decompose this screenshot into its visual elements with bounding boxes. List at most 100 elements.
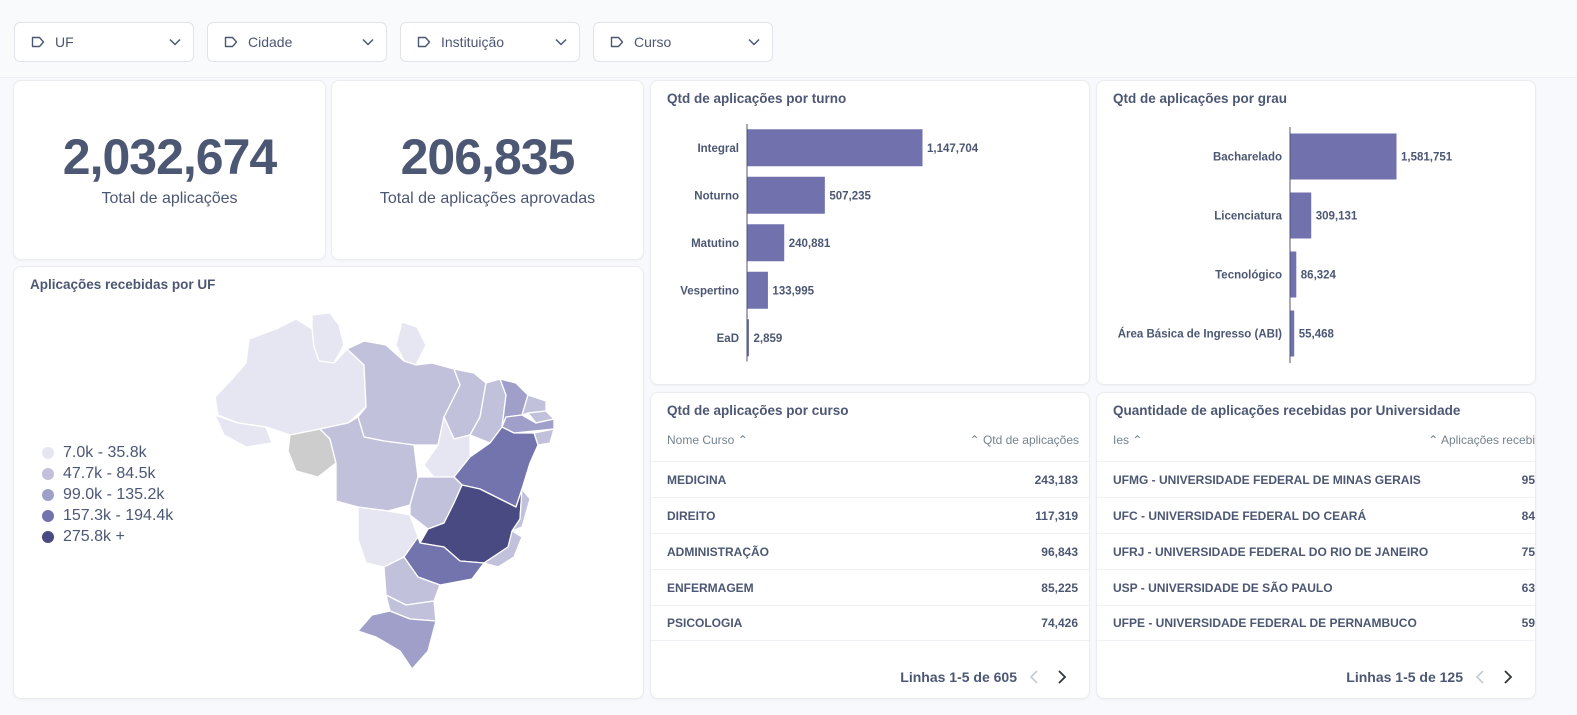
chevron-right-icon (1504, 670, 1513, 684)
category-label: Licenciatura (1214, 211, 1282, 223)
value-label: 2,859 (754, 333, 783, 345)
prev-page-button[interactable] (1023, 666, 1045, 688)
category-label: Bacharelado (1213, 152, 1282, 164)
value-label: 86,324 (1301, 270, 1337, 282)
turno-bar-chart: Integral 1,147,704 Noturno 507,235 Matutino 2… (680, 124, 979, 362)
table-row[interactable]: DIREITO 117,319 (651, 497, 1089, 533)
sort-up-icon: ⌃ (969, 433, 980, 447)
pagination: Linhas 1-5 de 125 (1346, 666, 1519, 688)
value-label: 133,995 (772, 285, 814, 297)
legend-item: 7.0k - 35.8k (42, 442, 173, 463)
filter-instituicao[interactable]: Instituição (400, 22, 580, 62)
chevron-down-icon (169, 38, 181, 46)
column-header-aplicacoes[interactable]: ⌃ Aplicações recebi (1428, 433, 1535, 447)
bar[interactable] (1290, 192, 1312, 239)
state-rs (357, 610, 437, 670)
legend-swatch (42, 509, 54, 522)
university-table-card: Quantidade de aplicações recebidas por U… (1096, 392, 1536, 699)
table-row[interactable]: ENFERMAGEM 85,225 (651, 569, 1089, 605)
value-label: 507,235 (829, 190, 871, 202)
column-header-nome-curso[interactable]: Nome Curso ⌃ (667, 433, 748, 447)
legend-swatch (42, 530, 54, 543)
grau-bar-chart: Bacharelado 1,581,751 Licenciatura 309,131 T… (1118, 127, 1453, 363)
chevron-down-icon (748, 38, 760, 46)
state-ac (214, 414, 273, 448)
bar[interactable] (747, 224, 785, 262)
total-applications-caption: Total de aplicações (101, 190, 238, 207)
category-label: Tecnológico (1215, 270, 1282, 282)
sort-up-icon: ⌃ (1428, 433, 1439, 447)
table-row[interactable]: UFC - UNIVERSIDADE FEDERAL DO CEARÁ 84 (1097, 497, 1535, 533)
brazil-map[interactable] (14, 267, 644, 699)
value-label: 240,881 (789, 238, 831, 250)
column-header-ies[interactable]: Ies ⌃ (1113, 433, 1143, 447)
legend-item: 47.7k - 84.5k (42, 463, 173, 484)
pagination-label: Linhas 1-5 de 605 (900, 669, 1017, 685)
category-label: Matutino (691, 238, 739, 250)
approved-applications-value: 206,835 (400, 129, 576, 185)
table-row[interactable]: MEDICINA 243,183 (651, 461, 1089, 497)
filter-label: Cidade (248, 34, 293, 50)
table-row[interactable]: ADMINISTRAÇÃO 96,843 (651, 533, 1089, 569)
approved-applications-card: 206,835 Total de aplicações aprovadas (331, 80, 644, 260)
legend-item: 99.0k - 135.2k (42, 484, 173, 505)
table-header: Ies ⌃ ⌃ Aplicações recebi (1113, 429, 1535, 451)
chevron-right-icon (1058, 670, 1067, 684)
sort-up-icon: ⌃ (737, 433, 748, 447)
prev-page-button[interactable] (1469, 666, 1491, 688)
filter-curso[interactable]: Curso (593, 22, 773, 62)
bar[interactable] (747, 271, 768, 309)
bar[interactable] (747, 319, 750, 357)
category-label: Vespertino (680, 285, 739, 297)
tag-icon (224, 36, 238, 48)
legend-item: 275.8k + (42, 526, 173, 547)
filter-uf[interactable]: UF (14, 22, 194, 62)
state-rj (483, 530, 523, 568)
bar[interactable] (747, 129, 923, 167)
approved-applications-caption: Total de aplicações aprovadas (379, 190, 596, 207)
state-es (511, 488, 531, 532)
value-label: 1,147,704 (927, 143, 979, 155)
filter-bar: UF Cidade Instituição Curso (0, 0, 1577, 78)
grau-chart-title: Qtd de aplicações por grau (1113, 91, 1288, 106)
pagination-label: Linhas 1-5 de 125 (1346, 669, 1463, 685)
category-label: Área Básica de Ingresso (ABI) (1118, 328, 1282, 341)
turno-chart-card: Qtd de aplicações por turno Integral 1,14… (650, 80, 1090, 385)
bar[interactable] (747, 176, 825, 214)
column-header-qtd[interactable]: ⌃ Qtd de aplicações (969, 433, 1079, 447)
course-table-title: Qtd de aplicações por curso (667, 403, 849, 418)
chevron-left-icon (1475, 670, 1484, 684)
tag-icon (31, 36, 45, 48)
chevron-down-icon (362, 38, 374, 46)
legend-swatch (42, 488, 54, 501)
category-label: EaD (717, 333, 739, 345)
category-label: Noturno (694, 190, 739, 202)
university-table-title: Quantidade de aplicações recebidas por U… (1113, 403, 1461, 418)
next-page-button[interactable] (1051, 666, 1073, 688)
bar[interactable] (1290, 133, 1397, 180)
value-label: 1,581,751 (1401, 152, 1453, 164)
table-row[interactable]: USP - UNIVERSIDADE DE SÃO PAULO 63 (1097, 569, 1535, 605)
filter-label: UF (55, 34, 74, 50)
bar[interactable] (1290, 251, 1297, 298)
chevron-left-icon (1029, 670, 1038, 684)
pagination: Linhas 1-5 de 605 (900, 666, 1073, 688)
legend-item: 157.3k - 194.4k (42, 505, 173, 526)
map-card: Aplicações recebidas por UF 7.0k - 35.8k… (13, 266, 644, 699)
table-row[interactable]: PSICOLOGIA 74,426 (651, 605, 1089, 641)
filter-cidade[interactable]: Cidade (207, 22, 387, 62)
filter-label: Curso (634, 34, 672, 50)
total-applications-card: 2,032,674 Total de aplicações (13, 80, 326, 260)
value-label: 55,468 (1299, 329, 1335, 341)
bar[interactable] (1290, 310, 1295, 357)
table-row[interactable]: UFRJ - UNIVERSIDADE FEDERAL DO RIO DE JA… (1097, 533, 1535, 569)
value-label: 309,131 (1316, 211, 1358, 223)
table-row[interactable]: UFPE - UNIVERSIDADE FEDERAL DE PERNAMBUC… (1097, 605, 1535, 641)
filter-label: Instituição (441, 34, 505, 50)
next-page-button[interactable] (1497, 666, 1519, 688)
map-title: Aplicações recebidas por UF (30, 277, 216, 292)
legend-swatch (42, 467, 54, 480)
table-row[interactable]: UFMG - UNIVERSIDADE FEDERAL DE MINAS GER… (1097, 461, 1535, 497)
sort-up-icon: ⌃ (1132, 433, 1143, 447)
table-header: Nome Curso ⌃ ⌃ Qtd de aplicações (667, 429, 1079, 451)
